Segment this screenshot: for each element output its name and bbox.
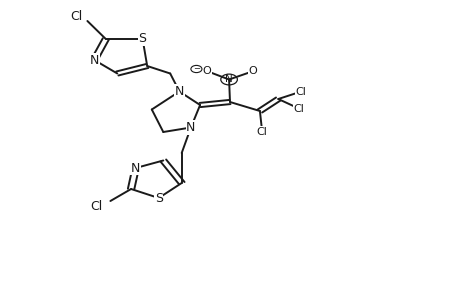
Text: N: N [131,161,140,175]
Text: O: O [202,65,211,76]
Text: Cl: Cl [256,127,267,137]
Text: N: N [174,85,184,98]
Text: S: S [138,32,146,46]
Text: N: N [90,53,99,67]
Text: Cl: Cl [70,10,82,23]
Text: S: S [154,191,162,205]
Text: −: − [192,64,200,74]
Text: Cl: Cl [90,200,102,214]
Text: N: N [225,74,232,85]
Text: Cl: Cl [293,103,304,114]
Text: Cl: Cl [295,86,306,97]
Text: O: O [248,65,257,76]
Text: N: N [186,121,195,134]
